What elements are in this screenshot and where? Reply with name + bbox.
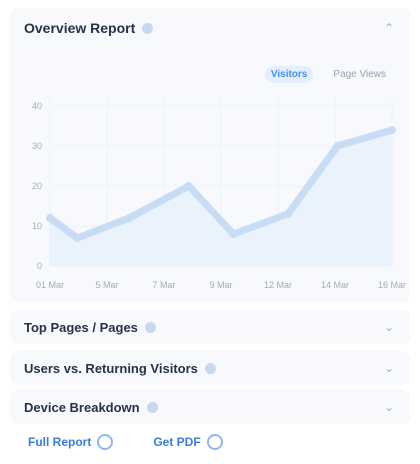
chevron-down-icon[interactable]: ⌄ [383,320,395,334]
x-tick-label: 16 Mar [378,280,406,290]
data-point [333,142,342,150]
x-tick-label: 5 Mar [95,280,118,290]
get-pdf-link[interactable]: Get PDF [153,434,223,450]
data-point [283,210,292,218]
data-point [184,182,193,190]
x-tick-label: 7 Mar [152,280,175,290]
info-icon[interactable] [142,22,154,34]
toggle-visitors[interactable]: Visitors [264,66,314,83]
y-tick-label: 30 [32,141,42,151]
data-point [388,126,396,134]
device-breakdown-title: Device Breakdown [24,399,140,415]
overview-header[interactable]: Overview Report ⌃ [10,8,410,48]
data-point [229,230,238,238]
y-tick-label: 40 [32,101,42,111]
x-tick-label: 01 Mar [36,280,64,290]
external-link-icon [206,434,223,450]
top-pages-title: Top Pages / Pages [24,319,138,335]
device-breakdown-panel[interactable]: Device Breakdown ⌄ [10,390,410,424]
series-line [46,126,396,242]
overview-title: Overview Report [24,20,136,36]
y-tick-label: 10 [32,221,42,231]
y-tick-label: 0 [37,261,42,271]
chevron-down-icon[interactable]: ⌄ [383,400,395,414]
full-report-link[interactable]: Full Report [28,434,114,450]
users-returning-panel[interactable]: Users vs. Returning Visitors ⌄ [10,351,410,385]
footer-links: Full Report Get PDF [28,434,223,450]
top-pages-panel[interactable]: Top Pages / Pages ⌄ [10,310,410,344]
toggle-page-views[interactable]: Page Views [333,69,386,80]
info-icon[interactable] [204,362,216,374]
metric-toggle: Visitors Page Views [264,66,392,83]
get-pdf-label: Get PDF [153,435,201,449]
y-tick-label: 20 [32,181,42,191]
external-link-icon [97,434,114,450]
chevron-down-icon[interactable]: ⌄ [383,361,395,375]
data-point [73,234,82,242]
info-icon[interactable] [146,401,158,413]
users-returning-title: Users vs. Returning Visitors [24,360,198,376]
x-tick-label: 12 Mar [264,280,292,290]
info-icon[interactable] [144,321,156,333]
full-report-label: Full Report [28,435,92,449]
data-point [125,214,134,222]
x-tick-label: 9 Mar [209,280,232,290]
data-point [46,214,54,222]
x-tick-label: 14 Mar [321,280,349,290]
overview-chart: 0 10 20 30 40 01 Mar 5 Mar 7 Mar 9 Mar 12 Mar 14 M… [32,98,406,290]
series-area [50,130,392,266]
chevron-up-icon[interactable]: ⌃ [383,21,395,35]
